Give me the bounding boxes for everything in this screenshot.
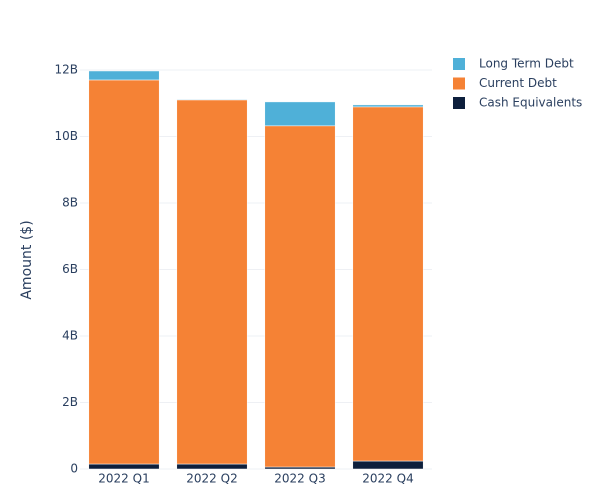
y-tick-label: 6B	[62, 262, 78, 276]
bar-segment	[88, 463, 160, 470]
bar-segment	[88, 79, 160, 465]
legend-swatch	[453, 77, 465, 90]
x-tick-label: 2022 Q1	[98, 472, 149, 486]
x-tick-label: 2022 Q4	[362, 472, 413, 486]
legend-label: Long Term Debt	[479, 57, 574, 71]
bar-segment	[176, 99, 248, 465]
x-tick-label: 2022 Q3	[274, 472, 325, 486]
y-tick-label: 10B	[54, 129, 78, 143]
y-tick-label: 4B	[62, 328, 78, 342]
legend-swatch	[453, 97, 465, 109]
y-tick-label: 2B	[62, 395, 78, 409]
x-tick-label: 2022 Q2	[186, 472, 237, 486]
y-tick-label: 8B	[62, 195, 78, 209]
y-tick-label: 0	[70, 462, 78, 476]
y-axis-title: Amount ($)	[19, 220, 35, 299]
legend-label: Cash Equivalents	[479, 96, 582, 110]
bar-segment	[88, 70, 160, 81]
bar-segment	[264, 125, 336, 468]
legend-label: Current Debt	[479, 76, 557, 90]
bar-segment	[352, 106, 424, 462]
bar-segment	[264, 101, 336, 127]
bar-segment	[264, 466, 336, 470]
legend-swatch	[453, 58, 465, 70]
y-tick-label: 12B	[54, 62, 78, 76]
bar-segment	[176, 463, 248, 470]
bar-segment	[176, 98, 248, 101]
bar-segment	[352, 104, 424, 108]
bar-segment	[352, 460, 424, 470]
